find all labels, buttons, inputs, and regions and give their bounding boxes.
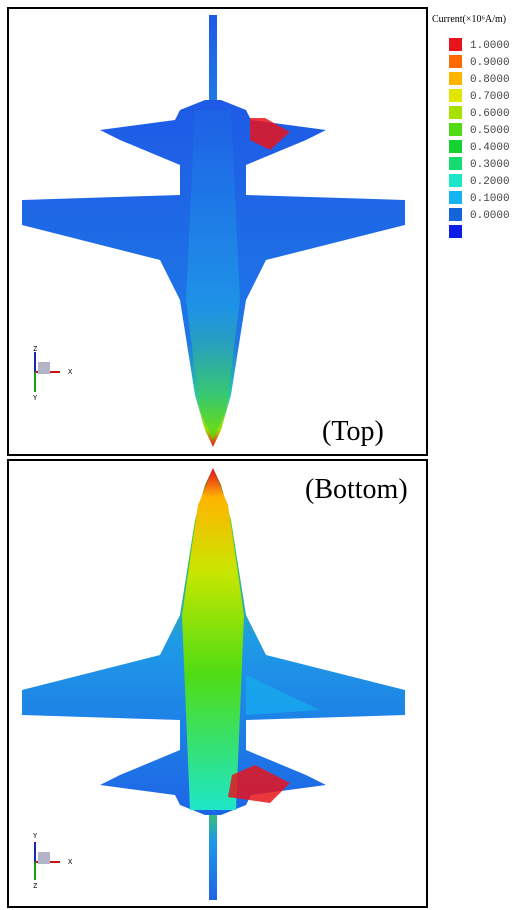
legend-swatch [449,89,462,102]
axis-label: Z [33,882,37,890]
legend-swatch [449,140,462,153]
legend-title: Current(×10⁶A/m) [432,14,506,25]
legend-swatch [449,225,462,238]
legend-swatch [449,55,462,68]
legend-label: 0.1000 [470,193,510,205]
axis-triad: Y X Z [33,832,73,890]
axis-label: Y [33,832,38,840]
legend-label: 1.0000 [470,40,510,52]
legend-label: 0.4000 [470,142,510,154]
axis-label: X [68,368,73,376]
legend-swatch [449,208,462,221]
legend-swatch [449,191,462,204]
legend-label: 0.0000 [470,210,510,222]
legend-label: 0.8000 [470,74,510,86]
axis-label: X [68,858,73,866]
panel-label: (Bottom) [305,474,408,505]
panel-label: (Top) [322,416,384,447]
legend: Current(×10⁶A/m) 1.0000 0.9000 0.8000 0.700… [432,14,510,238]
legend-swatch [449,157,462,170]
axis-label: Y [33,394,38,402]
legend-swatch [449,123,462,136]
legend-swatch [449,72,462,85]
legend-label: 0.5000 [470,125,510,137]
legend-label: 0.2000 [470,176,510,188]
legend-swatch [449,106,462,119]
legend-label: 0.3000 [470,159,510,171]
legend-swatch [449,38,462,51]
aircraft-bottom [22,468,405,900]
figure: (Top) Z X Y (Bottom) Y X Z Current(×10⁶A… [0,0,528,910]
legend-label: 0.7000 [470,91,510,103]
axis-label: Z [33,345,37,353]
axis-triad: Z X Y [33,345,73,402]
legend-label: 0.6000 [470,108,510,120]
aircraft-top [22,15,405,447]
legend-label: 0.9000 [470,57,510,69]
legend-swatch [449,174,462,187]
